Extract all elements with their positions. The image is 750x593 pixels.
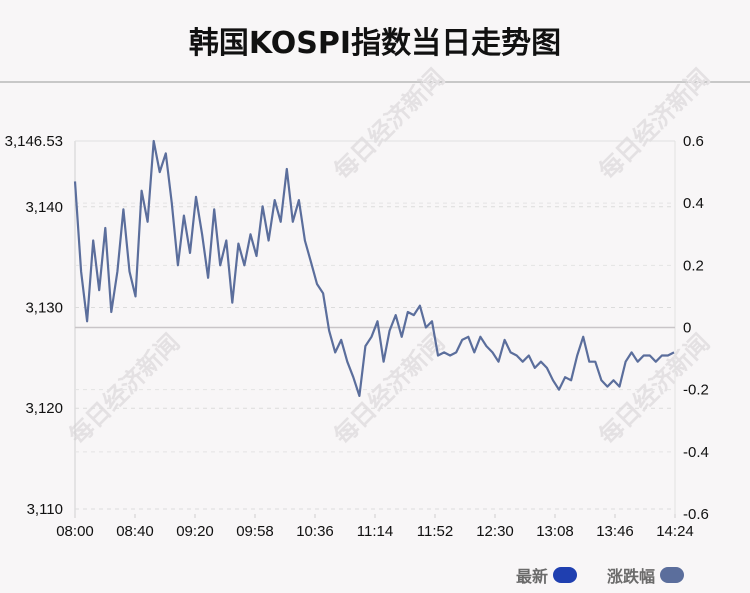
legend-swatch-latest	[552, 567, 577, 583]
legend-item-change[interactable]: 涨跌幅	[607, 563, 684, 587]
x-tick-label: 11:52	[417, 523, 453, 540]
y-left-tick-label: 3,110	[27, 501, 63, 518]
y-left-tick-label: 3,130	[25, 300, 63, 317]
y-right-tick-label: 0.4	[683, 195, 704, 212]
y-right-tick-label: -0.4	[683, 444, 709, 461]
x-tick-label: 08:40	[116, 523, 154, 540]
x-tick-label: 08:00	[56, 523, 94, 540]
x-tick-label: 09:58	[236, 523, 274, 540]
y-left-tick-label: 3,146.53	[5, 133, 63, 150]
y-right-tick-label: -0.6	[683, 506, 709, 523]
y-left-tick-label: 3,120	[25, 400, 63, 417]
x-tick-label: 14:24	[656, 523, 694, 540]
legend-label-latest: 最新	[515, 567, 548, 586]
legend: 最新 涨跌幅	[516, 563, 684, 587]
chart-title: 韩国KOSPI指数当日走势图	[188, 26, 562, 61]
y-right-tick-label: 0.6	[683, 133, 704, 150]
y-left-tick-label: 3,140	[25, 199, 63, 216]
legend-item-latest[interactable]: 最新	[516, 563, 577, 587]
x-tick-label: 09:20	[176, 523, 214, 540]
x-tick-label: 13:46	[596, 523, 634, 540]
title-divider	[0, 81, 750, 83]
legend-swatch-change	[660, 567, 684, 583]
x-tick-label: 12:30	[476, 523, 514, 540]
watermark-1: 每日经济新闻	[593, 63, 715, 185]
y-right-tick-label: 0	[683, 320, 691, 337]
watermark-0: 每日经济新闻	[328, 63, 450, 185]
x-tick-label: 13:08	[536, 523, 574, 540]
legend-label-change: 涨跌幅	[606, 567, 655, 586]
watermark-3: 每日经济新闻	[328, 328, 450, 450]
series-line-change	[73, 139, 675, 397]
x-tick-label: 10:36	[296, 523, 334, 540]
y-right-tick-label: 0.2	[683, 257, 704, 274]
x-tick-label: 11:14	[357, 523, 393, 540]
y-right-tick-label: -0.2	[683, 382, 709, 399]
watermark-2: 每日经济新闻	[63, 328, 185, 450]
